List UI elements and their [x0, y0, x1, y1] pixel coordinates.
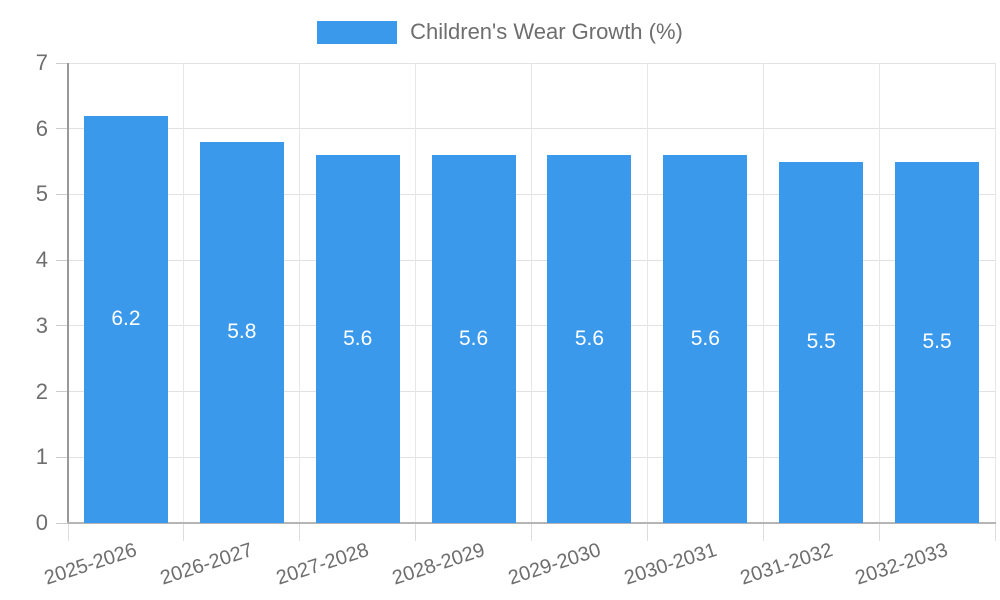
y-tick-label: 7 [35, 50, 48, 75]
x-tick [762, 523, 764, 541]
bar-value-label: 5.6 [458, 327, 489, 350]
gridline-v [878, 63, 880, 523]
bar-value-label: 5.5 [922, 330, 952, 354]
bar-value-label: 5.6 [343, 327, 373, 350]
bar[interactable] [779, 161, 864, 523]
y-tick-label: 3 [35, 312, 48, 338]
bar[interactable] [547, 155, 632, 523]
y-tick-label: 5 [35, 181, 48, 207]
bar-value-label: 5.6 [574, 327, 605, 350]
y-tick-label: 6 [35, 115, 48, 141]
gridline-v [531, 63, 532, 523]
gridline-v [646, 63, 648, 523]
x-category-label: 2027-2028 [273, 539, 372, 590]
y-tick [56, 193, 68, 195]
y-tick [56, 456, 68, 458]
y-tick-label: 0 [35, 510, 48, 535]
x-tick [994, 523, 996, 541]
x-category-label: 2028-2029 [389, 539, 488, 590]
y-tick [56, 391, 68, 393]
x-category-label: 2032-2033 [853, 539, 951, 590]
gridline-v [762, 63, 764, 523]
legend-label: Children's Wear Growth (%) [410, 19, 683, 44]
bar[interactable] [895, 161, 980, 523]
legend-swatch-icon [317, 20, 398, 44]
y-tick [56, 522, 68, 524]
x-category-label: 2031-2032 [737, 539, 835, 590]
x-tick [415, 523, 417, 541]
x-category-label: 2026-2027 [157, 539, 256, 590]
bar-value-label: 5.5 [806, 330, 836, 354]
y-tick [56, 128, 68, 130]
x-tick [646, 523, 648, 541]
bar[interactable] [663, 155, 748, 523]
gridline-v [415, 63, 417, 523]
bar[interactable] [199, 141, 284, 523]
y-tick [56, 259, 68, 261]
x-tick [878, 523, 880, 541]
y-tick-label: 4 [35, 247, 48, 273]
y-tick-label: 1 [35, 444, 48, 470]
x-tick [531, 523, 532, 541]
bar-value-label: 5.6 [690, 327, 720, 350]
x-category-label: 2025-2026 [41, 539, 140, 590]
legend[interactable]: Children's Wear Growth (%) [0, 19, 1000, 45]
bar[interactable] [83, 115, 168, 523]
x-axis-line [67, 522, 996, 524]
x-tick [67, 523, 69, 541]
x-category-label: 2029-2030 [505, 539, 604, 590]
x-category-label: 2030-2031 [621, 539, 720, 590]
y-axis-line [67, 63, 69, 523]
x-tick [183, 523, 185, 541]
y-tick-label: 2 [35, 378, 48, 404]
bar-value-label: 5.8 [227, 320, 257, 344]
bar[interactable] [315, 155, 400, 523]
x-tick [299, 523, 301, 541]
y-tick [56, 325, 68, 327]
gridline-v [183, 63, 185, 523]
gridline-v [299, 63, 301, 523]
gridline-v [994, 63, 996, 523]
bar[interactable] [431, 155, 516, 523]
y-tick [56, 62, 68, 64]
bar-value-label: 6.2 [111, 307, 141, 331]
